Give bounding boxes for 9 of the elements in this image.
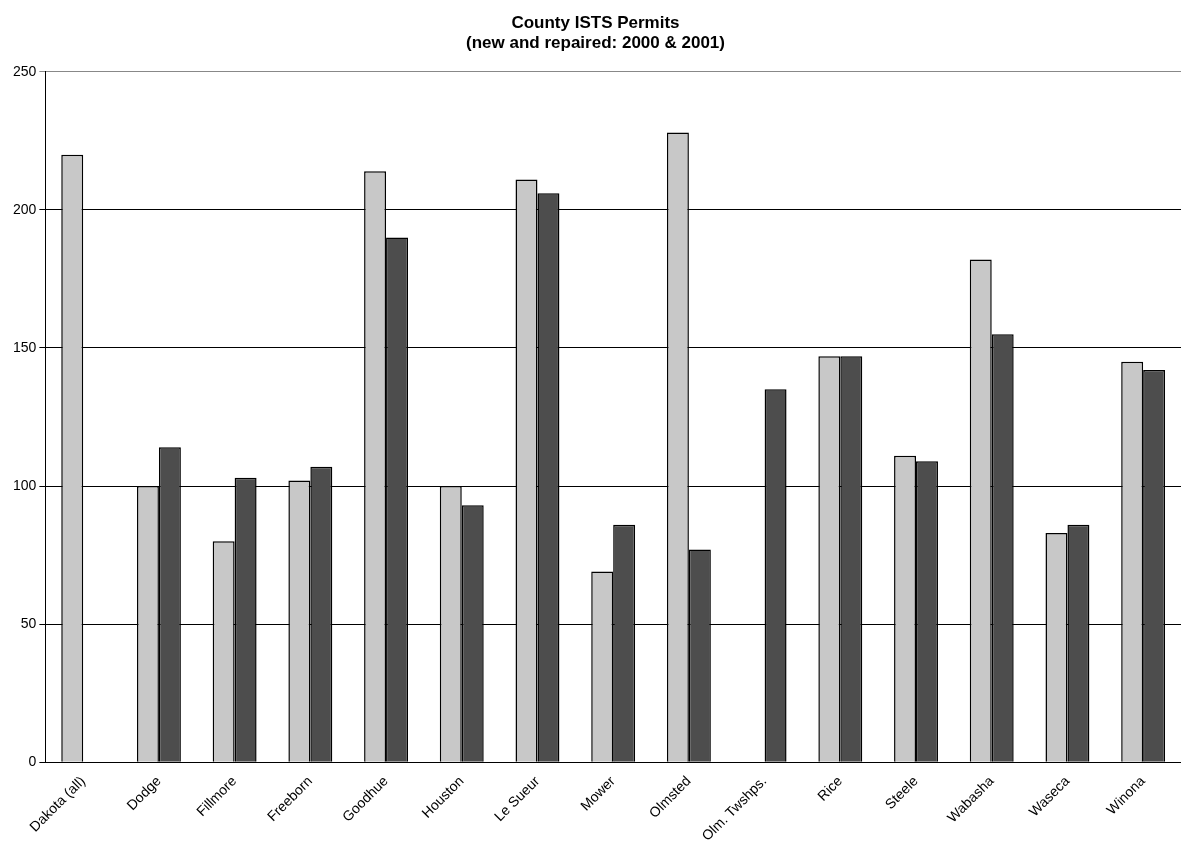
y-tick-label: 250 [13,62,37,79]
x-tick-label: Rice [814,772,846,804]
chart-subtitle: (new and repaired: 2000 & 2001) [466,33,725,53]
y-tick-label: 0 [28,753,37,770]
y-tick-label: 50 [20,614,37,631]
y-tick-label: 100 [13,476,37,493]
y-tick-label: 200 [13,200,37,217]
chart-title: County ISTS Permits [511,12,680,32]
y-tick-label: 150 [13,338,37,355]
